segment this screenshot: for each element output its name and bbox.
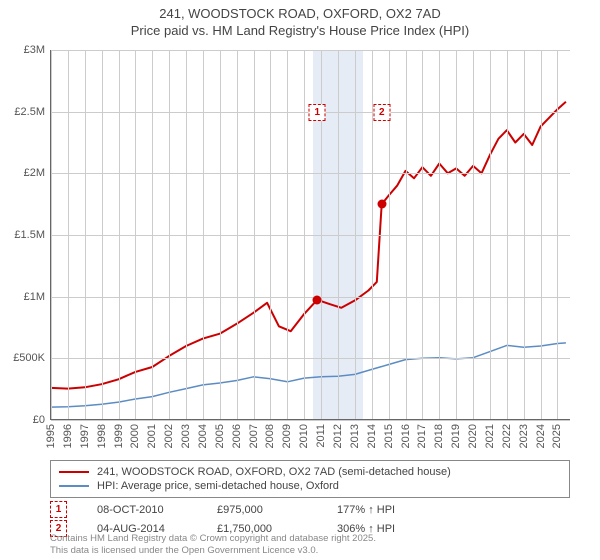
- gridline-x: [51, 50, 52, 419]
- xtick-label: 2018: [433, 424, 445, 448]
- xtick-label: 2011: [315, 424, 327, 448]
- gridline-x: [68, 50, 69, 419]
- legend-label-price: 241, WOODSTOCK ROAD, OXFORD, OX2 7AD (se…: [97, 466, 451, 478]
- xtick-label: 2021: [484, 424, 496, 448]
- xtick-label: 2007: [248, 424, 260, 448]
- gridline-x: [456, 50, 457, 419]
- gridline-x: [254, 50, 255, 419]
- xtick-label: 2005: [214, 424, 226, 448]
- xtick-label: 2022: [501, 424, 513, 448]
- gridline-y: [51, 173, 570, 174]
- xtick-label: 2019: [450, 424, 462, 448]
- gridline-y: [51, 50, 570, 51]
- ytick-label: £3M: [0, 44, 45, 56]
- xtick-label: 1995: [45, 424, 57, 448]
- gridline-x: [473, 50, 474, 419]
- gridline-x: [406, 50, 407, 419]
- gridline-x: [422, 50, 423, 419]
- gridline-x: [237, 50, 238, 419]
- title-block: 241, WOODSTOCK ROAD, OXFORD, OX2 7AD Pri…: [0, 0, 600, 40]
- xtick-label: 2013: [349, 424, 361, 448]
- gridline-x: [102, 50, 103, 419]
- sale-price: £975,000: [217, 504, 307, 516]
- gridline-x: [507, 50, 508, 419]
- xtick-label: 2009: [281, 424, 293, 448]
- xtick-label: 1998: [96, 424, 108, 448]
- gridline-y: [51, 297, 570, 298]
- sale-row: 1 08-OCT-2010 £975,000 177% ↑ HPI: [50, 500, 570, 519]
- xtick-label: 1999: [113, 424, 125, 448]
- gridline-x: [135, 50, 136, 419]
- plot: £0£500K£1M£1.5M£2M£2.5M£3M19951996199719…: [50, 50, 570, 420]
- sale-marker-box: 2: [373, 104, 390, 121]
- legend-row-hpi: HPI: Average price, semi-detached house,…: [59, 479, 561, 493]
- footer: Contains HM Land Registry data © Crown c…: [50, 533, 376, 557]
- ytick-label: £1M: [0, 291, 45, 303]
- xtick-label: 2017: [416, 424, 428, 448]
- ytick-label: £500K: [0, 352, 45, 364]
- gridline-x: [169, 50, 170, 419]
- legend-row-price: 241, WOODSTOCK ROAD, OXFORD, OX2 7AD (se…: [59, 465, 561, 479]
- xtick-label: 2024: [535, 424, 547, 448]
- ytick-label: £2.5M: [0, 106, 45, 118]
- legend-swatch-hpi: [59, 485, 89, 487]
- gridline-y: [51, 358, 570, 359]
- sale-pct: 177% ↑ HPI: [337, 504, 395, 516]
- xtick-label: 2023: [518, 424, 530, 448]
- legend-swatch-price: [59, 471, 89, 474]
- gridline-x: [270, 50, 271, 419]
- sale-date: 08-OCT-2010: [97, 504, 187, 516]
- xtick-label: 1996: [62, 424, 74, 448]
- ytick-label: £1.5M: [0, 229, 45, 241]
- xtick-label: 2008: [264, 424, 276, 448]
- ytick-label: £2M: [0, 167, 45, 179]
- xtick-label: 2020: [467, 424, 479, 448]
- sale-marker-dot: [313, 295, 322, 304]
- ytick-label: £0: [0, 414, 45, 426]
- xtick-label: 2015: [383, 424, 395, 448]
- xtick-label: 2025: [551, 424, 563, 448]
- sale-marker-dot: [377, 200, 386, 209]
- gridline-x: [203, 50, 204, 419]
- gridline-x: [338, 50, 339, 419]
- gridline-x: [186, 50, 187, 419]
- gridline-x: [85, 50, 86, 419]
- footer-line-1: Contains HM Land Registry data © Crown c…: [50, 533, 376, 545]
- gridline-x: [304, 50, 305, 419]
- gridline-y: [51, 420, 570, 421]
- gridline-x: [557, 50, 558, 419]
- sale-index-box: 1: [50, 501, 67, 518]
- legend-label-hpi: HPI: Average price, semi-detached house,…: [97, 480, 339, 492]
- footer-line-2: This data is licensed under the Open Gov…: [50, 545, 376, 557]
- gridline-x: [490, 50, 491, 419]
- xtick-label: 2000: [129, 424, 141, 448]
- gridline-x: [524, 50, 525, 419]
- gridline-x: [355, 50, 356, 419]
- xtick-label: 2014: [366, 424, 378, 448]
- gridline-x: [287, 50, 288, 419]
- xtick-label: 2004: [197, 424, 209, 448]
- sale-marker-box: 1: [309, 104, 326, 121]
- gridline-x: [220, 50, 221, 419]
- legend: 241, WOODSTOCK ROAD, OXFORD, OX2 7AD (se…: [50, 460, 570, 498]
- title-line-2: Price paid vs. HM Land Registry's House …: [0, 23, 600, 40]
- chart-area: £0£500K£1M£1.5M£2M£2.5M£3M19951996199719…: [50, 50, 570, 420]
- gridline-x: [541, 50, 542, 419]
- xtick-label: 1997: [79, 424, 91, 448]
- xtick-label: 2012: [332, 424, 344, 448]
- xtick-label: 2001: [146, 424, 158, 448]
- xtick-label: 2006: [231, 424, 243, 448]
- xtick-label: 2003: [180, 424, 192, 448]
- xtick-label: 2002: [163, 424, 175, 448]
- gridline-x: [119, 50, 120, 419]
- line-price-paid: [51, 102, 566, 389]
- gridline-x: [439, 50, 440, 419]
- xtick-label: 2010: [298, 424, 310, 448]
- xtick-label: 2016: [400, 424, 412, 448]
- title-line-1: 241, WOODSTOCK ROAD, OXFORD, OX2 7AD: [0, 6, 600, 23]
- gridline-y: [51, 235, 570, 236]
- gridline-x: [152, 50, 153, 419]
